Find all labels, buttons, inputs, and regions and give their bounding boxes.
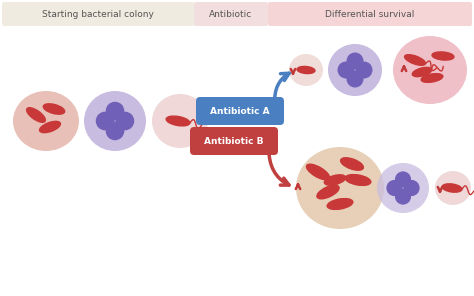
Ellipse shape [377,163,429,213]
Text: Antibiotic B: Antibiotic B [204,136,264,146]
Ellipse shape [421,74,443,82]
Text: Antibiotic A: Antibiotic A [210,107,270,115]
Ellipse shape [435,171,471,205]
Ellipse shape [84,91,146,151]
FancyBboxPatch shape [268,2,472,26]
FancyBboxPatch shape [2,2,194,26]
Ellipse shape [337,62,355,78]
Ellipse shape [346,52,364,70]
Ellipse shape [96,112,114,130]
Ellipse shape [346,70,364,88]
Ellipse shape [152,94,208,148]
Ellipse shape [296,147,384,229]
Ellipse shape [324,175,346,185]
Text: Antibiotic: Antibiotic [210,9,253,19]
Ellipse shape [386,180,402,196]
Ellipse shape [27,108,46,122]
Ellipse shape [345,175,371,185]
Ellipse shape [289,54,323,86]
Ellipse shape [297,66,315,74]
Ellipse shape [106,122,124,140]
Ellipse shape [393,36,467,104]
Ellipse shape [166,116,190,126]
Ellipse shape [116,112,134,130]
Ellipse shape [403,180,419,196]
Ellipse shape [356,62,373,78]
Ellipse shape [432,52,454,60]
Ellipse shape [442,184,462,192]
Ellipse shape [327,199,353,209]
Text: Starting bacterial colony: Starting bacterial colony [42,9,154,19]
Ellipse shape [395,189,411,205]
Ellipse shape [307,164,329,180]
Ellipse shape [13,91,79,151]
FancyBboxPatch shape [194,2,268,26]
Ellipse shape [341,158,364,170]
Ellipse shape [328,44,382,96]
Ellipse shape [39,121,61,133]
Ellipse shape [405,55,426,65]
Ellipse shape [43,104,64,114]
FancyBboxPatch shape [196,97,284,125]
FancyBboxPatch shape [190,127,278,155]
Ellipse shape [412,67,432,77]
Ellipse shape [395,171,411,188]
Ellipse shape [106,102,124,120]
Text: Differential survival: Differential survival [325,9,415,19]
Ellipse shape [317,185,339,199]
